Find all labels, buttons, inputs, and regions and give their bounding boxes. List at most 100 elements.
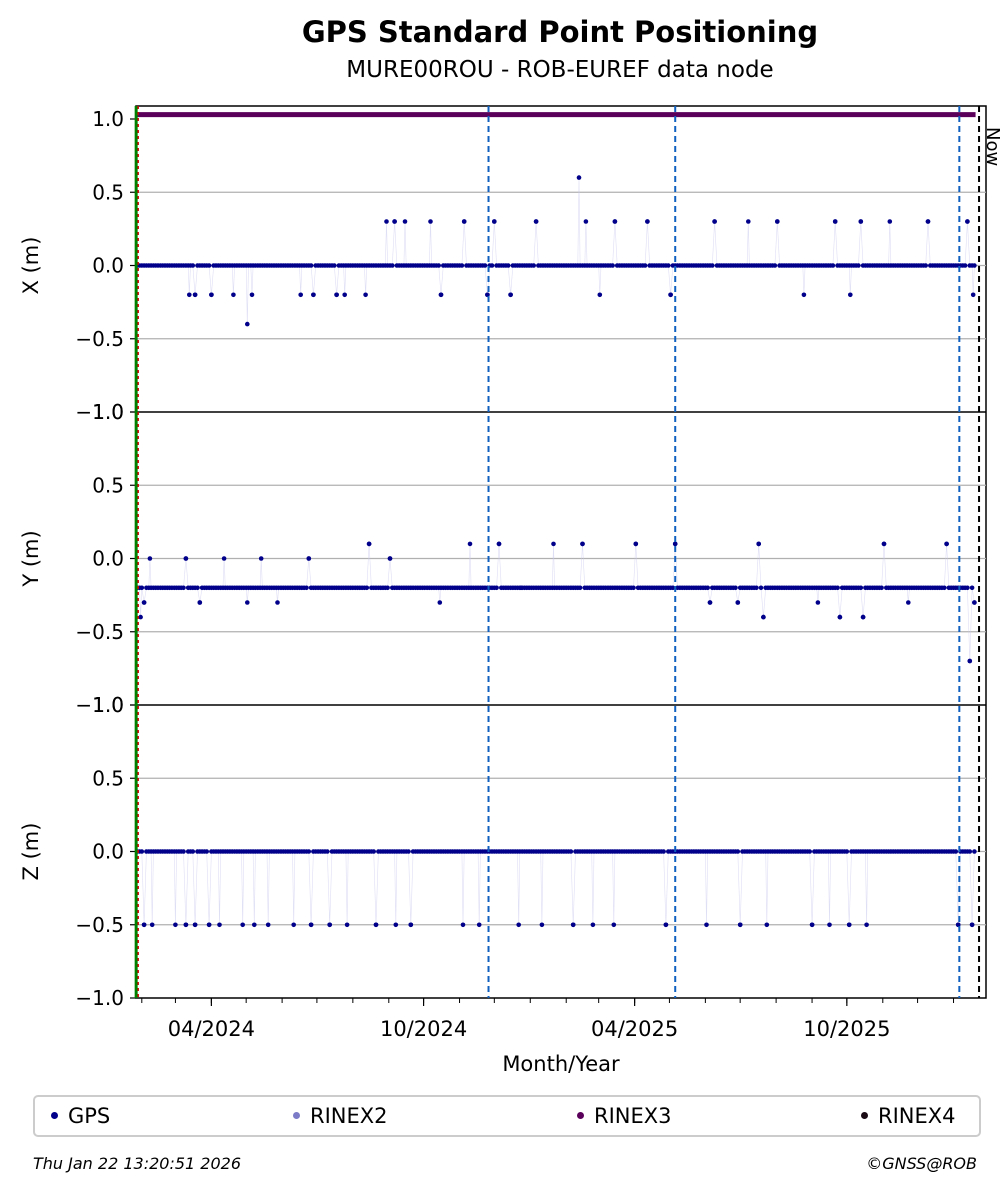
timestamp: Thu Jan 22 13:20:51 2026 xyxy=(33,1154,241,1173)
data-point xyxy=(437,600,443,605)
data-point xyxy=(206,263,212,268)
data-point xyxy=(881,541,887,547)
data-point xyxy=(887,219,893,224)
y-tick-label: 0.0 xyxy=(92,547,124,571)
data-point xyxy=(539,922,545,928)
data-point xyxy=(668,292,673,298)
data-point xyxy=(733,585,738,591)
data-point xyxy=(459,263,465,268)
data-point xyxy=(204,849,209,854)
data-point xyxy=(304,585,309,591)
data-point xyxy=(181,585,186,591)
data-point xyxy=(141,922,147,928)
data-point xyxy=(860,614,866,620)
data-point xyxy=(965,585,970,591)
data-point xyxy=(221,556,227,561)
data-point xyxy=(384,219,389,224)
data-point xyxy=(334,292,339,298)
data-point xyxy=(141,600,147,605)
data-point xyxy=(827,922,832,928)
data-point xyxy=(149,922,155,928)
data-point xyxy=(183,556,189,561)
data-point xyxy=(879,585,884,591)
legend-item-rinex2: RINEX2 xyxy=(293,1097,388,1135)
data-point xyxy=(344,922,350,928)
y-axis-label: Z (m) xyxy=(19,823,43,881)
data-point xyxy=(864,922,869,928)
data-point xyxy=(858,585,864,591)
data-point xyxy=(485,292,490,298)
data-point xyxy=(645,219,650,224)
data-point xyxy=(837,614,843,620)
data-point xyxy=(311,292,316,298)
data-point xyxy=(756,541,761,547)
data-point xyxy=(758,585,764,591)
series-line xyxy=(137,851,975,925)
data-point xyxy=(249,292,255,298)
data-point xyxy=(438,292,444,298)
data-point xyxy=(508,292,513,298)
data-point xyxy=(147,556,153,561)
data-point xyxy=(494,585,499,591)
data-point xyxy=(476,922,482,928)
legend-label: RINEX4 xyxy=(878,1104,956,1128)
data-point xyxy=(809,922,815,928)
rinex4-marker-icon xyxy=(861,1111,868,1119)
gps-marker-icon xyxy=(51,1111,58,1119)
data-point xyxy=(633,541,639,547)
data-point xyxy=(392,219,397,224)
data-point xyxy=(707,600,713,605)
y-tick-label: 0.5 xyxy=(92,766,124,790)
data-point xyxy=(138,614,143,620)
data-point xyxy=(577,585,583,591)
legend-item-rinex3: RINEX3 xyxy=(577,1097,672,1135)
data-point xyxy=(531,263,536,268)
data-point xyxy=(327,922,333,928)
data-point xyxy=(830,263,836,268)
data-point xyxy=(258,556,264,561)
data-point xyxy=(240,922,245,928)
data-point xyxy=(772,263,778,268)
data-point xyxy=(775,219,780,224)
data-point xyxy=(970,292,976,298)
legend-item-rinex4: RINEX4 xyxy=(861,1097,956,1135)
data-point xyxy=(366,541,372,547)
data-point xyxy=(944,541,949,547)
data-point xyxy=(832,219,838,224)
y-tick-label: 1.0 xyxy=(92,693,124,717)
y-axis-label: Y (m) xyxy=(19,530,43,587)
chart-title: GPS Standard Point Positioning xyxy=(301,15,819,49)
data-point xyxy=(217,922,222,928)
data-point xyxy=(402,219,408,224)
data-point xyxy=(467,541,473,547)
data-point xyxy=(972,849,977,854)
data-point xyxy=(590,922,596,928)
data-point xyxy=(705,585,710,591)
x-tick-label: 10/2025 xyxy=(803,1017,890,1041)
data-point xyxy=(858,219,864,224)
data-point xyxy=(393,922,399,928)
data-point xyxy=(580,541,585,547)
data-point xyxy=(139,585,145,591)
y-tick-label: −0.5 xyxy=(75,913,124,937)
data-point xyxy=(846,922,852,928)
data-point xyxy=(670,585,676,591)
data-point xyxy=(663,922,669,928)
data-point xyxy=(965,219,970,224)
data-point xyxy=(342,292,348,298)
series-line xyxy=(137,177,975,325)
data-point xyxy=(181,849,186,854)
data-point xyxy=(551,541,556,547)
data-point xyxy=(955,922,961,928)
data-point xyxy=(801,292,807,298)
data-point xyxy=(298,292,304,298)
data-point xyxy=(972,263,977,268)
data-point xyxy=(597,292,603,298)
copyright: ©GNSS@ROB xyxy=(866,1154,977,1173)
y-tick-label: 0.0 xyxy=(92,254,124,278)
y-tick-label: 1.0 xyxy=(92,107,124,131)
data-point xyxy=(482,263,488,268)
data-point xyxy=(265,922,271,928)
data-point xyxy=(209,292,214,298)
